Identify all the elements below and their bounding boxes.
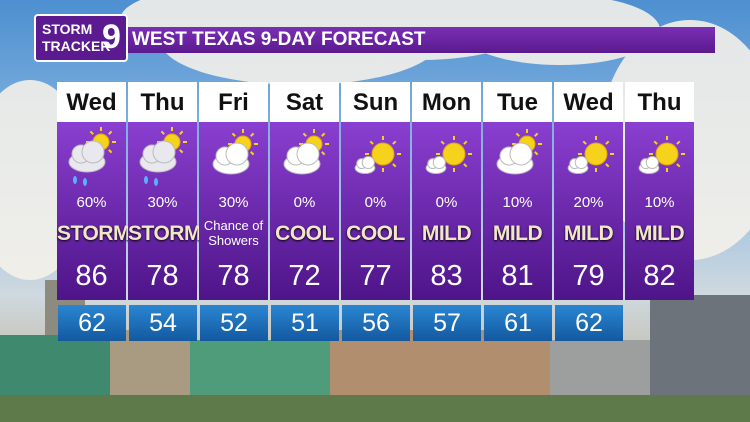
day-body: 0% COOL 72	[270, 122, 339, 300]
high-temp: 77	[359, 260, 392, 292]
low-temp: 51	[271, 305, 339, 341]
day-column: Wed 20% MILD 79	[554, 82, 623, 300]
logo-bottom: TRACKER	[42, 38, 111, 54]
day-column: Sat 0% COOL 72	[270, 82, 339, 300]
precip-chance: 30%	[218, 194, 249, 211]
weather-icon	[638, 136, 685, 174]
condition: MILD	[563, 222, 614, 245]
day-column: Mon 0% MILD 83	[412, 82, 481, 300]
high-temp: 72	[288, 260, 321, 292]
high-temp: 82	[643, 260, 676, 292]
day-name: Sun	[341, 82, 410, 122]
low-temp: 56	[342, 305, 410, 341]
day-body: 0% COOL 77	[341, 122, 410, 300]
day-body: 10% MILD 81	[483, 122, 552, 300]
logo-top: STORM	[42, 21, 93, 37]
low-temp: 57	[413, 305, 481, 341]
weather-icon	[68, 127, 116, 186]
precip-chance: 20%	[573, 194, 604, 211]
title: WEST TEXAS 9-DAY FORECAST	[132, 29, 426, 50]
condition: Chance of Showers	[203, 218, 264, 248]
low-temp: 54	[129, 305, 197, 341]
precip-chance: 10%	[644, 194, 675, 211]
weather-icon	[139, 127, 187, 186]
day-column: Thu 10% MILD 82	[625, 82, 694, 300]
condition: STORMY	[57, 222, 144, 245]
precip-chance: 0%	[435, 194, 458, 211]
day-name: Wed	[554, 82, 623, 122]
low-temp: 52	[200, 305, 268, 341]
logo-number: 9	[102, 18, 121, 56]
day-name: Wed	[57, 82, 126, 122]
precip-chance: 10%	[502, 194, 533, 211]
low-temp: 61	[484, 305, 552, 341]
day-column: Sun 0% COOL 77	[341, 82, 410, 300]
day-column: Thu 30% STORMY 78	[128, 82, 215, 300]
day-body: 30% Chance of Showers 78	[199, 122, 268, 300]
weather-icon	[425, 136, 472, 174]
condition: MILD	[634, 222, 685, 245]
high-temp: 79	[572, 260, 605, 292]
day-name: Thu	[128, 82, 197, 122]
day-body: 10% MILD 82	[625, 122, 694, 300]
condition: COOL	[346, 222, 405, 245]
day-body: 60% STORMY 86	[57, 122, 144, 300]
weather-icon	[283, 129, 329, 175]
low-temp: 62	[555, 305, 623, 341]
weather-icon	[567, 136, 614, 174]
condition: COOL	[275, 222, 334, 245]
precip-chance: 0%	[293, 194, 316, 211]
weather-icon	[496, 129, 542, 175]
condition: MILD	[421, 222, 472, 245]
high-temp: 86	[75, 260, 108, 292]
high-temp: 78	[146, 260, 179, 292]
day-name: Mon	[412, 82, 481, 122]
precip-chance: 30%	[147, 194, 178, 211]
precip-chance: 60%	[76, 194, 107, 211]
high-temp: 78	[217, 260, 250, 292]
day-body: 20% MILD 79	[554, 122, 623, 300]
condition: STORMY	[128, 222, 215, 245]
weather-icon	[354, 136, 401, 174]
day-body: 30% STORMY 78	[128, 122, 215, 300]
day-column: Wed 60% STORMY 86	[57, 82, 144, 300]
high-temp: 83	[430, 260, 463, 292]
high-temp: 81	[501, 260, 534, 292]
weather-icon	[212, 129, 258, 175]
day-column: Fri 30% Chance of Showers 78	[199, 82, 268, 300]
day-name: Tue	[483, 82, 552, 122]
day-body: 0% MILD 83	[412, 122, 481, 300]
low-temp: 62	[58, 305, 126, 341]
precip-chance: 0%	[364, 194, 387, 211]
title-bar: WEST TEXAS 9-DAY FORECAST	[60, 27, 715, 53]
condition: MILD	[492, 222, 543, 245]
day-name: Fri	[199, 82, 268, 122]
logo: STORM TRACKER 9	[34, 14, 128, 62]
day-column: Tue 10% MILD 81	[483, 82, 552, 300]
day-name: Thu	[625, 82, 694, 122]
day-name: Sat	[270, 82, 339, 122]
